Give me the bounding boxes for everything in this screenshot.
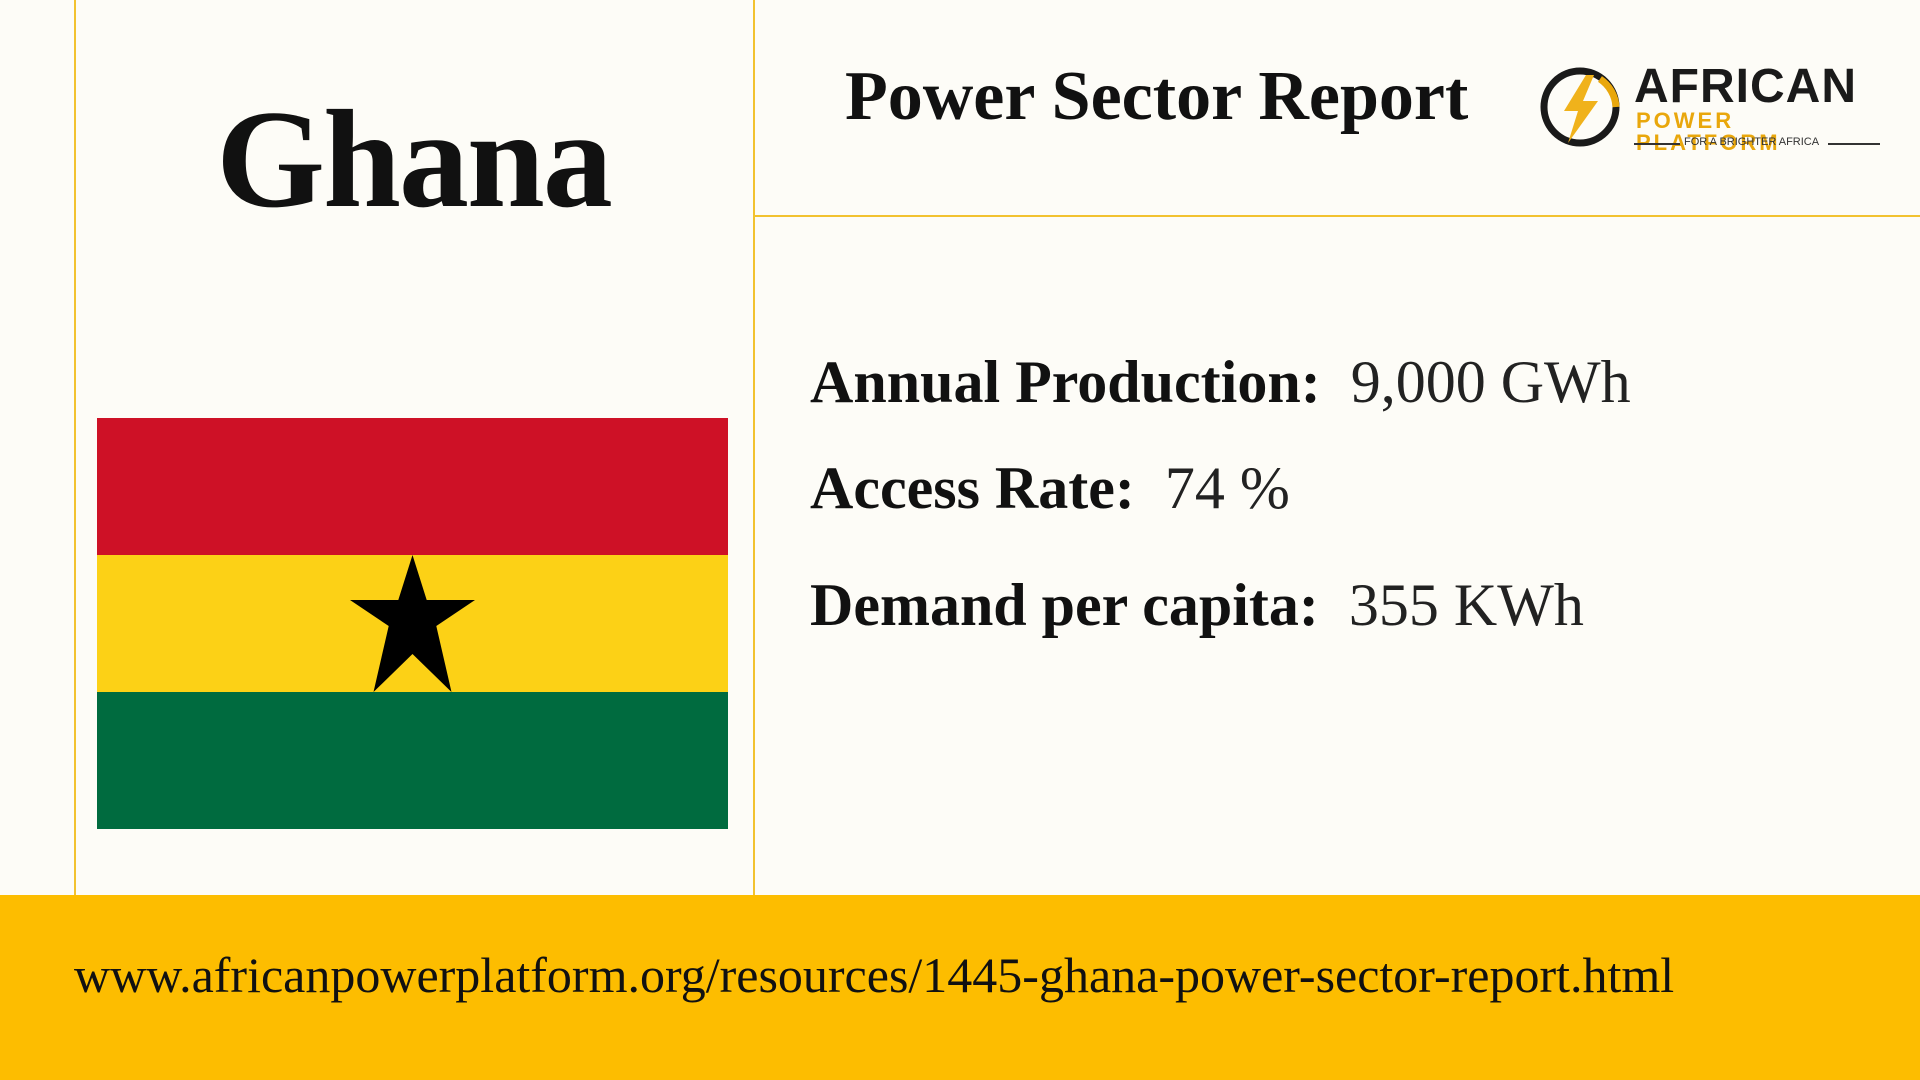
- ghana-flag: [97, 418, 728, 829]
- stat-value: 74 %: [1164, 455, 1290, 521]
- logo-rule-left: [1634, 143, 1680, 145]
- report-title: Power Sector Report: [845, 58, 1469, 135]
- african-power-platform-logo: AFRICAN POWER PLATFORM FOR A BRIGHTER AF…: [1538, 60, 1883, 155]
- lightning-bolt-icon: [1540, 67, 1620, 147]
- stat-label: Access Rate:: [810, 455, 1135, 521]
- footer-banner: www.africanpowerplatform.org/resources/1…: [0, 895, 1920, 1080]
- stat-value: 9,000 GWh: [1350, 349, 1631, 415]
- logo-tagline: FOR A BRIGHTER AFRICA: [1684, 136, 1820, 148]
- stat-demand-per-capita: Demand per capita: 355 KWh: [810, 575, 1584, 635]
- stat-label: Annual Production:: [810, 349, 1321, 415]
- header-divider: [753, 215, 1920, 217]
- middle-divider: [753, 0, 755, 895]
- stat-label: Demand per capita:: [810, 572, 1319, 638]
- country-title: Ghana: [216, 82, 613, 237]
- left-divider: [74, 0, 76, 895]
- footer-url[interactable]: www.africanpowerplatform.org/resources/1…: [74, 947, 1675, 1003]
- flag-green-stripe: [97, 692, 728, 829]
- stat-value: 355 KWh: [1348, 572, 1584, 638]
- logo-rule-right: [1828, 143, 1880, 145]
- stat-annual-production: Annual Production: 9,000 GWh: [810, 352, 1631, 412]
- black-star-icon: [350, 555, 475, 692]
- logo-name: AFRICAN: [1634, 60, 1857, 113]
- logo-subname: POWER PLATFORM: [1636, 108, 1781, 155]
- flag-red-stripe: [97, 418, 728, 555]
- stat-access-rate: Access Rate: 74 %: [810, 458, 1290, 518]
